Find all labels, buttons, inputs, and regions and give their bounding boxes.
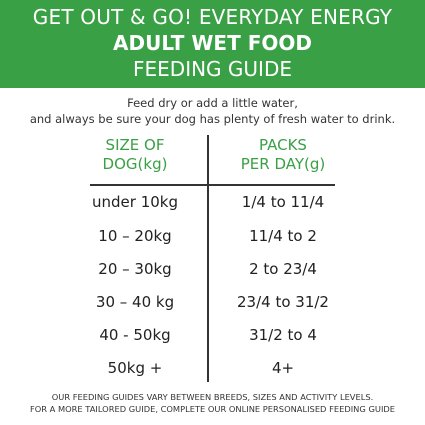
footer-note-2: FOR A MORE TAILORED GUIDE, COMPLETE OUR …	[29, 404, 396, 414]
header-divider	[90, 184, 335, 186]
title-banner: GET OUT & GO! EVERYDAY ENERGY ADULT WET …	[0, 0, 425, 88]
packs-cell: 2 to 23/4	[249, 260, 317, 278]
packs-cell: 23/4 to 31/2	[237, 293, 329, 311]
size-cell: 30 – 40 kg	[95, 293, 175, 311]
size-cell: under 10kg	[92, 193, 178, 211]
packs-cell: 11/4 to 2	[249, 227, 317, 245]
packs-cell: 4+	[271, 359, 295, 377]
banner-guide-line: FEEDING GUIDE	[133, 57, 292, 81]
column-header-packs: PACKS PER DAY(g)	[208, 136, 358, 174]
banner-title-line: GET OUT & GO! EVERYDAY ENERGY	[32, 5, 393, 29]
size-cell: 10 – 20kg	[98, 227, 172, 245]
column-header-size-line-2: DOG(kg)	[102, 155, 168, 173]
column-header-packs-line-2: PER DAY(g)	[240, 155, 326, 173]
footer-note-1: OUR FEEDING GUIDES VARY BETWEEN BREEDS, …	[51, 392, 374, 402]
packs-cell: 31/2 to 4	[249, 326, 317, 344]
size-cell: 20 – 30kg	[98, 260, 172, 278]
size-cell: 40 - 50kg	[99, 326, 171, 344]
column-header-size: SIZE OF DOG(kg)	[60, 136, 210, 174]
column-header-size-line-1: SIZE OF	[105, 136, 165, 154]
packs-cell: 1/4 to 11/4	[241, 193, 325, 211]
intro-line-1: Feed dry or add a little water,	[127, 96, 298, 110]
size-cell: 50kg +	[107, 359, 163, 377]
column-header-packs-line-1: PACKS	[259, 136, 307, 154]
column-divider	[207, 135, 209, 382]
banner-product-line: ADULT WET FOOD	[113, 31, 312, 55]
intro-line-2: and always be sure your dog has plenty o…	[29, 112, 396, 126]
